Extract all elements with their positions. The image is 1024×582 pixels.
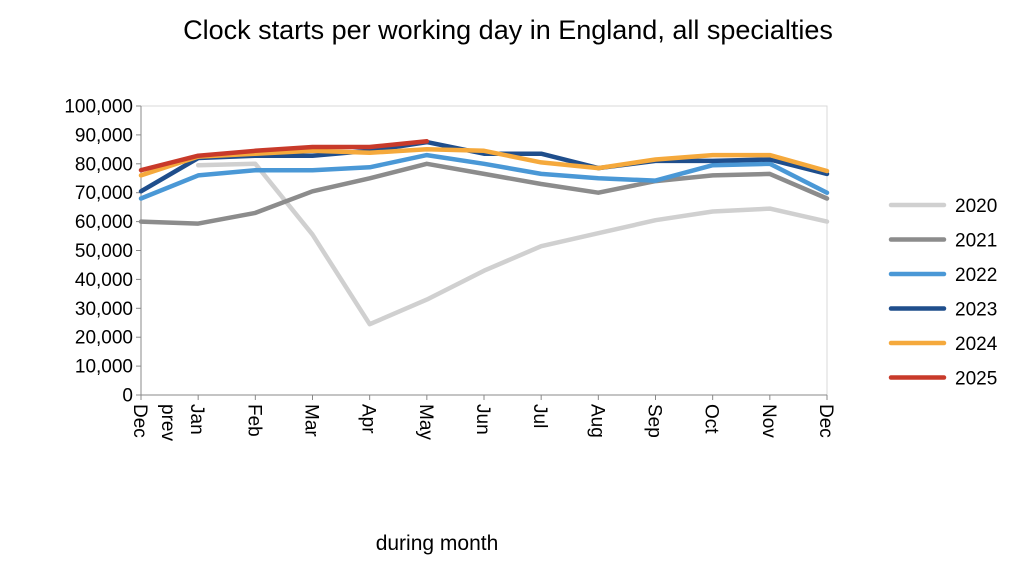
y-tick-label: 20,000 bbox=[75, 328, 133, 349]
x-tick-label: Sep bbox=[644, 404, 665, 438]
x-tick-label: May bbox=[415, 404, 436, 440]
x-tick-label: Jan bbox=[186, 404, 207, 435]
series-line-2021 bbox=[138, 161, 830, 226]
series-lines bbox=[138, 139, 830, 327]
x-tick-label: Oct bbox=[701, 404, 722, 434]
x-axis-ticks: Dec prev Jan Feb Mar Apr May Jun Jul Aug Sep Oct Nov… bbox=[129, 395, 836, 441]
x-tick-label: Dec bbox=[815, 404, 836, 438]
x-tick-label: Apr bbox=[358, 404, 379, 434]
x-tick-label: Jun bbox=[472, 404, 493, 435]
y-tick-label: 40,000 bbox=[75, 270, 133, 291]
chart-title: Clock starts per working day in England,… bbox=[183, 15, 833, 45]
y-axis-ticks: 0 10,000 20,000 30,000 40,000 50,000 60,000 70,… bbox=[64, 97, 141, 407]
legend-label-2025: 2025 bbox=[955, 369, 997, 390]
y-tick-label: 30,000 bbox=[75, 299, 133, 320]
x-tick-label: Mar bbox=[301, 404, 322, 437]
legend-label-2020: 2020 bbox=[955, 196, 997, 217]
legend: 2020 2021 2022 2023 2024 2025 bbox=[888, 196, 998, 390]
y-tick-label: 90,000 bbox=[75, 125, 133, 146]
x-tick-label: Feb bbox=[243, 404, 264, 437]
x-tick-label: Nov bbox=[758, 404, 779, 438]
x-axis-label: during month bbox=[376, 532, 499, 555]
x-tick-label: Dec prev bbox=[129, 404, 178, 441]
x-tick-label: Aug bbox=[586, 404, 607, 438]
legend-label-2021: 2021 bbox=[955, 231, 997, 252]
series-line-2024 bbox=[138, 147, 830, 178]
legend-label-2023: 2023 bbox=[955, 300, 997, 321]
x-tick-label: Jul bbox=[529, 404, 550, 428]
series-line-2025 bbox=[138, 139, 430, 173]
legend-label-2022: 2022 bbox=[955, 265, 997, 286]
y-tick-label: 70,000 bbox=[75, 183, 133, 204]
y-tick-label: 10,000 bbox=[75, 357, 133, 378]
y-tick-label: 0 bbox=[122, 386, 133, 407]
series-line-2020 bbox=[195, 161, 830, 327]
y-tick-label: 80,000 bbox=[75, 154, 133, 175]
series-line-2022 bbox=[138, 152, 830, 201]
y-tick-label: 100,000 bbox=[64, 97, 133, 118]
y-tick-label: 60,000 bbox=[75, 212, 133, 233]
legend-label-2024: 2024 bbox=[955, 334, 998, 355]
y-tick-label: 50,000 bbox=[75, 241, 133, 262]
